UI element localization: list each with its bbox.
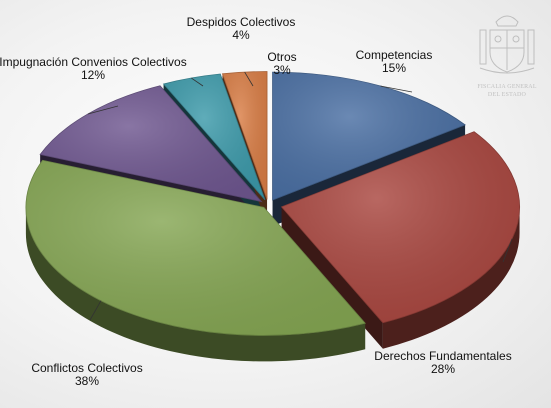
leader-line-4: [87, 105, 119, 115]
slice-value-label-3: 38%: [75, 374, 99, 388]
slice-label-1: Competencias: [356, 48, 433, 62]
leader-line-3: [89, 300, 102, 321]
leader-line-5: [191, 77, 204, 87]
pie-slice-highlight-1: [272, 72, 466, 201]
pie-slice-highlight-6: [222, 71, 268, 200]
slice-label-6: Otros: [267, 50, 296, 64]
slice-value-label-1: 15%: [382, 61, 406, 75]
slice-label-2: Derechos Fundamentales: [374, 349, 511, 363]
leader-line-2: [502, 238, 513, 263]
slice-label-3: Conflictos Colectivos: [31, 361, 142, 375]
slice-label-4: Impugnación Convenios Colectivos: [0, 55, 187, 69]
slice-value-label-4: 12%: [81, 68, 105, 82]
slice-value-label-2: 28%: [431, 362, 455, 376]
pie-slice-wall-2: [281, 206, 383, 349]
pie-slice-highlight-2: [281, 131, 520, 323]
pie-slice-highlight-5: [163, 74, 265, 200]
pie-slice-side-2: [382, 206, 520, 349]
pie-slice-highlight-4: [40, 85, 262, 202]
leader-line-6: [244, 71, 254, 87]
slice-label-5: Despidos Colectivos: [187, 15, 296, 29]
slice-value-label-6: 3%: [273, 63, 291, 77]
slice-value-label-5: 4%: [232, 28, 250, 42]
coat-of-arms-logo: FISCALIA GENERAL DEL ESTADO: [477, 15, 537, 98]
logo-text-line2: DEL ESTADO: [488, 92, 527, 98]
pie-slice-highlight-3: [25, 160, 366, 336]
leader-line-1: [380, 85, 413, 93]
pie-slice-side-3: [25, 207, 366, 362]
logo-text-line1: FISCALIA GENERAL: [477, 84, 537, 90]
